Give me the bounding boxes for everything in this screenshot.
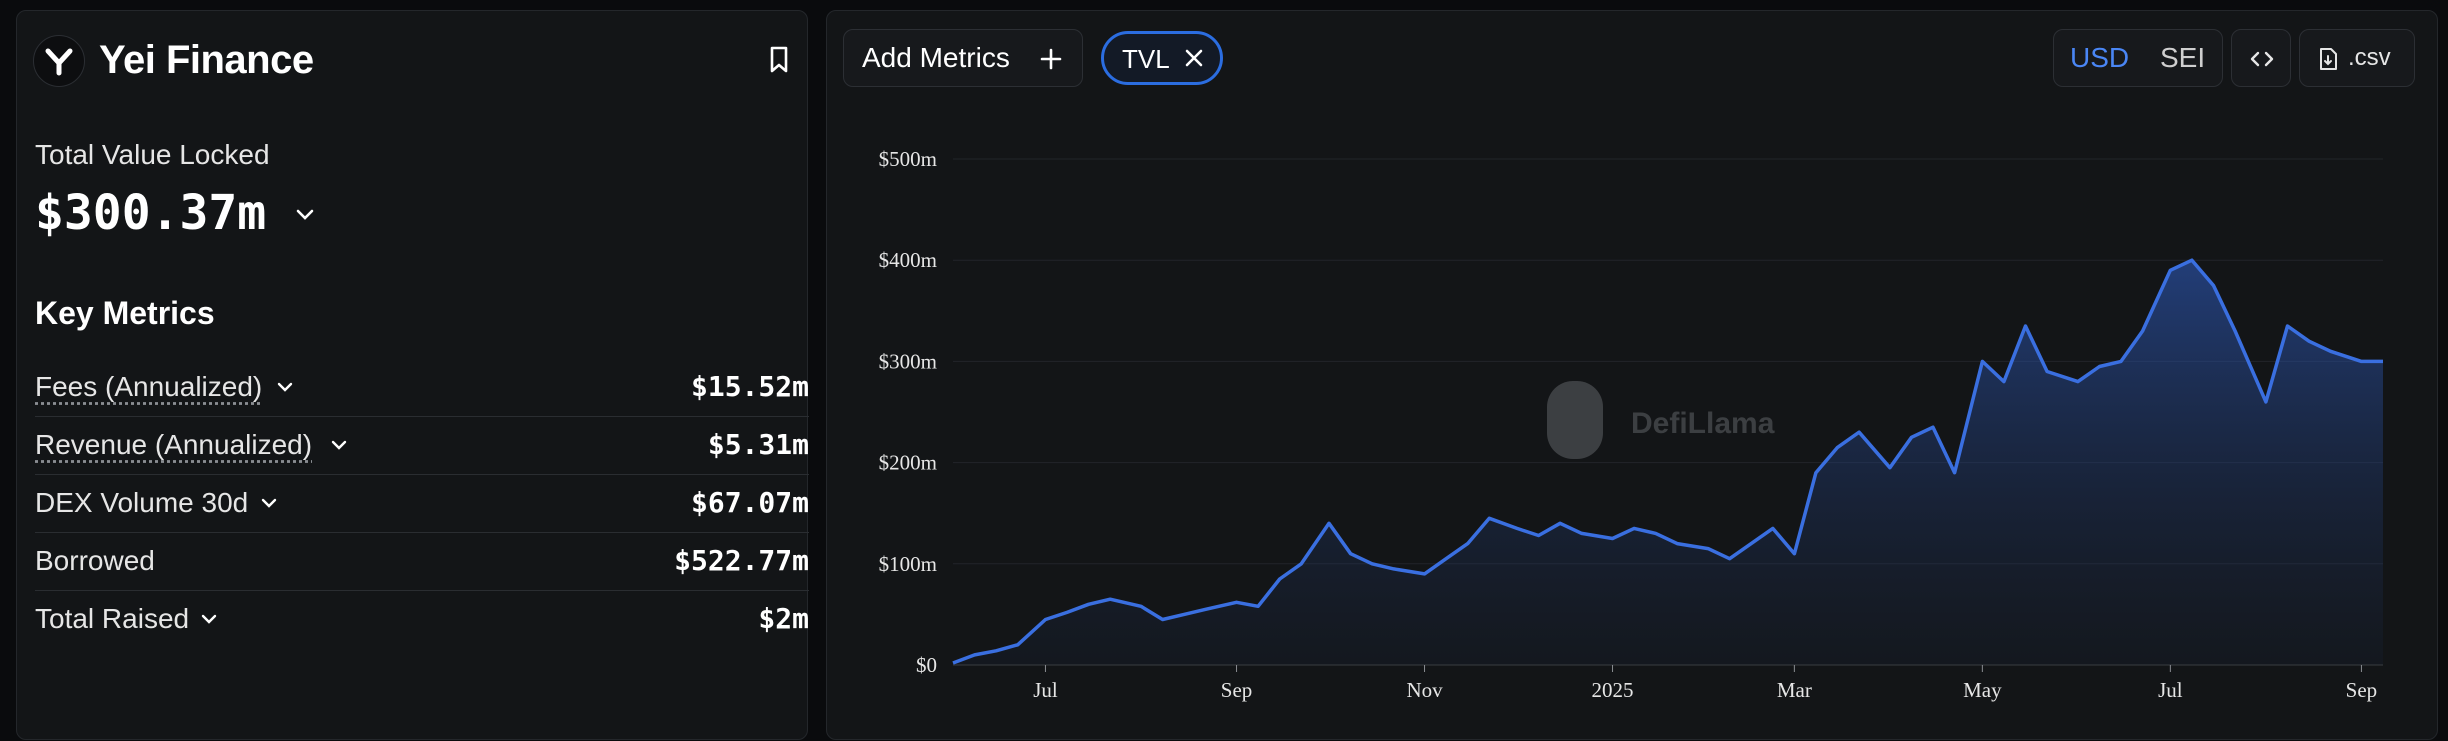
currency-sei-option[interactable]: SEI [2160,42,2206,73]
x-tick-label: Mar [1777,678,1812,702]
x-tick-label: Jul [1033,678,1058,702]
y-tick-label: $300m [879,349,937,373]
key-metric-row[interactable]: Fees (Annualized) $15.52m [35,359,809,417]
key-metric-label: DEX Volume 30d [35,487,249,518]
chevron-down-icon[interactable] [325,431,353,459]
metric-chip-tvl[interactable]: TVL [1101,31,1223,85]
download-csv-button[interactable]: .csv [2299,29,2415,87]
tvl-label: Total Value Locked [35,139,270,170]
tvl-line [952,258,2383,665]
tvl-chart[interactable]: DefiLlama $0 $100m $200m $300m $400m $500m Ju… [827,111,2439,741]
x-tick-label: Sep [2346,678,2378,702]
x-tick-label: Jul [2158,678,2183,702]
add-metrics-button[interactable]: Add Metrics [843,29,1083,87]
key-metric-row[interactable]: Revenue (Annualized) $5.31m [35,417,809,475]
csv-label: .csv [2348,44,2391,71]
x-tick-label: May [1963,678,2002,702]
protocol-name: Yei Finance [99,38,314,82]
y-tick-label: $0 [916,653,937,677]
x-tick-label: Sep [1221,678,1253,702]
key-metric-label: Fees (Annualized) [35,371,263,402]
key-metric-row[interactable]: DEX Volume 30d $67.07m [35,475,809,533]
bookmark-icon[interactable] [759,39,799,79]
plus-icon [1040,48,1062,70]
defillama-watermark: DefiLlama [1547,381,1775,459]
key-metric-label: Borrowed [35,545,155,576]
x-axis: Jul Sep Nov 2025 Mar May Jul Sep [953,664,2383,702]
key-metric-row[interactable]: Total Raised $2m [35,591,809,649]
x-tick-label: Nov [1406,678,1443,702]
key-metric-row: Borrowed $522.77m [35,533,809,591]
y-axis: $0 $100m $200m $300m $400m $500m [879,147,937,677]
file-download-icon [2320,48,2337,70]
key-metrics-title: Key Metrics [35,295,215,331]
key-metric-value: $67.07m [690,486,809,519]
x-tick-label: 2025 [1592,678,1634,702]
metric-chip-label: TVL [1122,44,1170,74]
y-tick-label: $500m [879,147,937,171]
key-metric-label: Revenue (Annualized) [35,429,313,460]
chevron-down-icon[interactable] [271,373,299,401]
add-metrics-label: Add Metrics [862,42,1010,73]
y-tick-label: $400m [879,248,937,272]
yei-logo-icon [33,35,85,87]
chevron-down-icon[interactable] [287,197,323,233]
protocol-summary-panel: Yei Finance Total Value Locked $300.37m … [16,10,809,740]
key-metric-label: Total Raised [35,603,190,634]
currency-usd-option[interactable]: USD [2070,42,2130,73]
currency-toggle[interactable]: USD SEI [2053,29,2223,87]
chevron-down-icon[interactable] [255,489,283,517]
key-metric-value: $5.31m [707,428,809,461]
key-metric-value: $522.77m [674,544,809,577]
svg-text:DefiLlama: DefiLlama [1631,407,1775,440]
y-tick-label: $200m [879,451,937,475]
y-tick-label: $100m [879,552,937,576]
key-metric-value: $2m [758,602,809,635]
embed-code-button[interactable] [2231,29,2291,87]
key-metric-value: $15.52m [690,370,809,403]
tvl-area [953,260,2383,665]
close-icon[interactable] [1182,46,1206,70]
chart-panel: Add Metrics TVL USD SEI .csv [826,10,2438,740]
chevron-down-icon[interactable] [195,605,223,633]
tvl-value: $300.37m [35,185,267,241]
code-icon [2250,51,2274,67]
